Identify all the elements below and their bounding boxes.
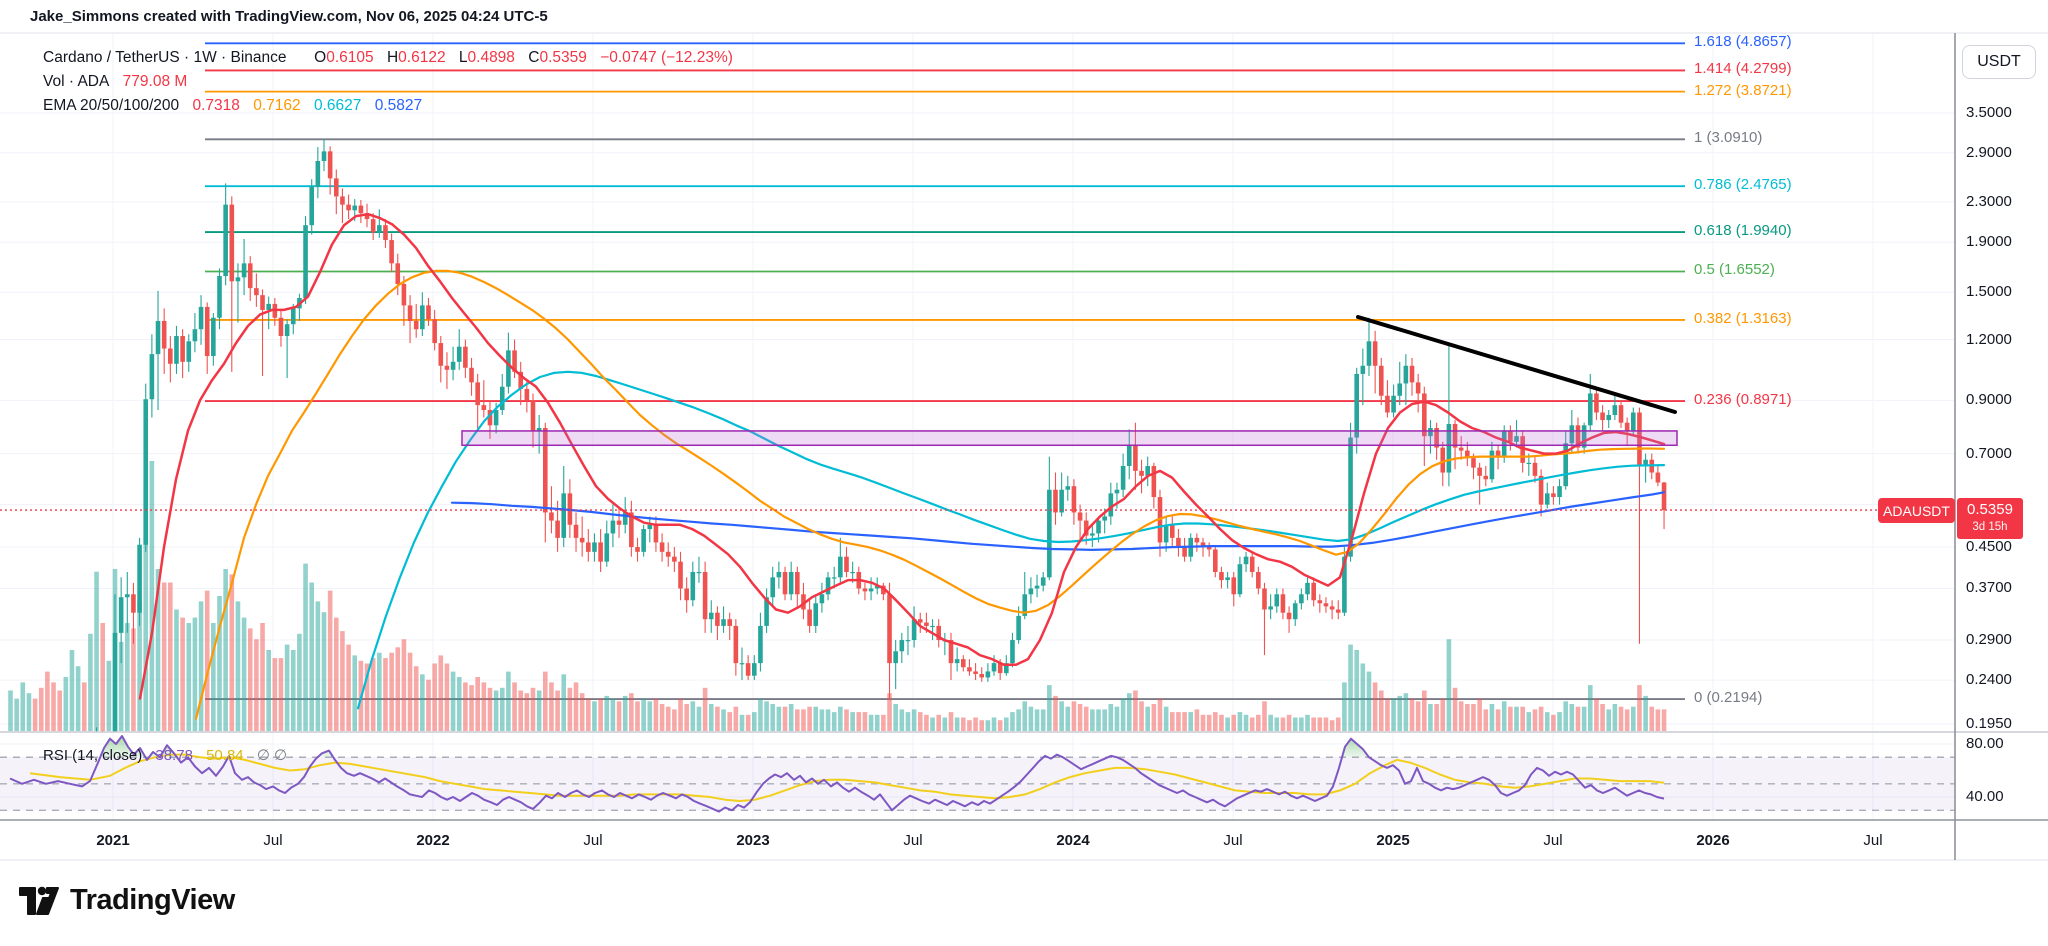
time-axis-label: 2024 bbox=[1056, 832, 1090, 849]
rsi-label[interactable]: RSI (14, close) bbox=[43, 747, 143, 764]
time-axis-label: Jul bbox=[1863, 832, 1883, 849]
divergence-empty-icons: ∅ ∅ bbox=[256, 747, 288, 764]
time-axis-label: Jul bbox=[263, 832, 283, 849]
fib-level-label: 0.5 (1.6552) bbox=[1694, 261, 1775, 279]
volume-legend-row: Vol · ADA 779.08 M bbox=[43, 73, 187, 91]
fib-level-label: 1.618 (4.8657) bbox=[1694, 33, 1792, 51]
low-label: L bbox=[458, 49, 468, 66]
price-axis-label: 0.7000 bbox=[1966, 444, 2012, 462]
symbol-price-tag: ADAUSDT bbox=[1878, 498, 1955, 523]
tradingview-logo[interactable]: TradingView bbox=[18, 884, 235, 917]
time-axis-label: 2022 bbox=[416, 832, 450, 849]
price-axis-label: 0.3700 bbox=[1966, 579, 2012, 597]
open-label: O bbox=[314, 49, 327, 66]
volume-label[interactable]: Vol · ADA bbox=[43, 73, 110, 90]
time-axis-label: 2021 bbox=[96, 832, 130, 849]
ema-legend-row: EMA 20/50/100/200 0.7318 0.7162 0.6627 0… bbox=[43, 97, 431, 115]
change-value: −0.0747 (−12.23%) bbox=[600, 49, 733, 66]
currency-axis-button[interactable]: USDT bbox=[1962, 45, 2036, 79]
ema20-value: 0.7318 bbox=[192, 97, 240, 114]
time-axis-label: Jul bbox=[1223, 832, 1243, 849]
volume-value: 779.08 M bbox=[122, 73, 188, 90]
price-axis-label: 0.2900 bbox=[1966, 631, 2012, 649]
attribution-text: Jake_Simmons created with TradingView.co… bbox=[30, 8, 548, 25]
bar-countdown: 3d 15h bbox=[1972, 520, 2008, 533]
fib-level-label: 0.382 (1.3163) bbox=[1694, 309, 1792, 327]
close-value: 0.5359 bbox=[539, 49, 587, 66]
rsi-value: 38.78 bbox=[155, 747, 193, 764]
time-axis-label: 2023 bbox=[736, 832, 770, 849]
fib-level-label: 1.414 (4.2799) bbox=[1694, 60, 1792, 78]
ema50-value: 0.7162 bbox=[253, 97, 301, 114]
price-axis-label: 0.9000 bbox=[1966, 391, 2012, 409]
symbol-legend-row: Cardano / TetherUS · 1W · Binance O0.610… bbox=[43, 49, 733, 67]
high-label: H bbox=[386, 49, 399, 66]
fib-level-label: 1 (3.0910) bbox=[1694, 129, 1763, 147]
fib-level-label: 0.236 (0.8971) bbox=[1694, 391, 1792, 409]
rsi-axis-label: 40.00 bbox=[1966, 788, 2004, 806]
price-axis-label: 3.5000 bbox=[1966, 104, 2012, 121]
tradingview-logo-icon bbox=[19, 886, 59, 915]
price-axis-label: 1.9000 bbox=[1966, 233, 2012, 251]
symbol-title[interactable]: Cardano / TetherUS · 1W · Binance bbox=[43, 49, 287, 66]
price-axis-label: 1.2000 bbox=[1966, 330, 2012, 348]
price-axis-label: 0.2400 bbox=[1966, 671, 2012, 689]
ema100-value: 0.6627 bbox=[313, 97, 362, 114]
fib-level-label: 0 (0.2194) bbox=[1694, 689, 1763, 707]
price-axis-label: 0.4500 bbox=[1966, 538, 2012, 556]
fib-level-label: 1.272 (3.8721) bbox=[1694, 81, 1792, 99]
tradingview-logo-text: TradingView bbox=[70, 884, 235, 916]
ema200-value: 0.5827 bbox=[374, 97, 423, 114]
time-axis-label: 2026 bbox=[1696, 832, 1730, 849]
fib-level-label: 0.618 (1.9940) bbox=[1694, 222, 1792, 240]
high-value: 0.6122 bbox=[398, 49, 446, 66]
time-axis-label: Jul bbox=[1543, 832, 1563, 849]
fib-level-label: 0.786 (2.4765) bbox=[1694, 176, 1792, 194]
close-label: C bbox=[528, 49, 540, 66]
last-price-axis-tag: 0.5359 3d 15h bbox=[1957, 498, 2023, 539]
time-axis-label: Jul bbox=[583, 832, 603, 849]
time-axis-label: Jul bbox=[903, 832, 923, 849]
price-axis-label: 2.3000 bbox=[1966, 192, 2012, 210]
price-axis-label: 2.9000 bbox=[1966, 143, 2012, 161]
time-axis-label: 2025 bbox=[1376, 832, 1410, 849]
open-value: 0.6105 bbox=[326, 49, 374, 66]
last-price-value: 0.5359 bbox=[1967, 501, 2013, 518]
price-axis-label: 1.5000 bbox=[1966, 283, 2012, 301]
ema-label[interactable]: EMA 20/50/100/200 bbox=[43, 97, 180, 114]
rsi-axis-label: 80.00 bbox=[1966, 735, 2004, 752]
rsi-ma-value: 50.84 bbox=[206, 747, 244, 764]
low-value: 0.4898 bbox=[467, 49, 515, 66]
price-axis-label: 0.1950 bbox=[1966, 715, 2012, 732]
rsi-legend-row: RSI (14, close) 38.78 50.84 ∅ ∅ bbox=[43, 746, 287, 764]
